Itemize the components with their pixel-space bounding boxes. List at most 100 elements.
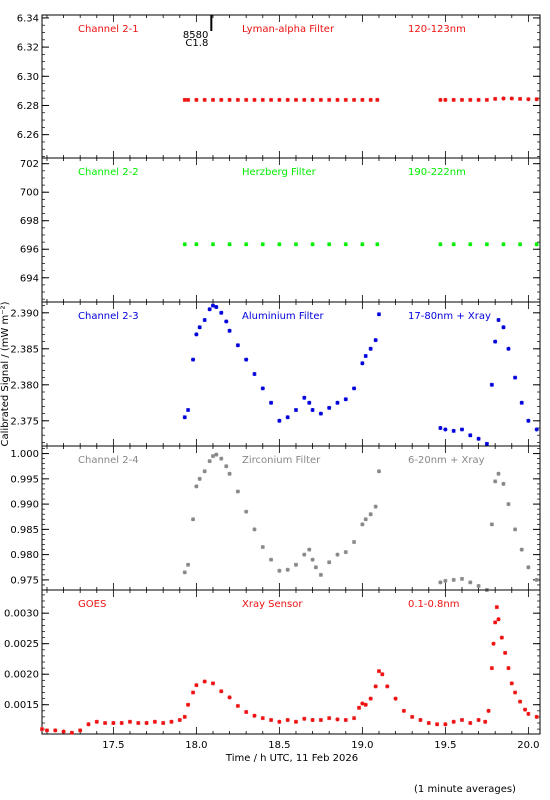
data-point [327, 97, 332, 102]
y-tick-label: 0.975 [10, 575, 39, 586]
channel-label: Channel 2-4 [78, 455, 139, 466]
data-point [103, 721, 108, 726]
data-point [327, 560, 332, 565]
data-point [518, 699, 523, 704]
data-point [277, 418, 282, 423]
data-point [410, 714, 415, 719]
channel-label: Channel 2-3 [78, 311, 139, 322]
y-tick-label: 2.380 [10, 380, 39, 391]
data-point [443, 578, 448, 583]
data-point [518, 96, 523, 101]
data-point [401, 708, 406, 713]
data-point [534, 97, 539, 102]
data-point [224, 319, 229, 324]
data-point [493, 96, 498, 101]
panel-frame [41, 157, 541, 303]
data-point [310, 717, 315, 722]
data-point [368, 512, 373, 517]
y-tick-label: 6.30 [17, 72, 39, 83]
data-point [443, 722, 448, 727]
data-point [343, 717, 348, 722]
data-point [219, 456, 224, 461]
data-point [197, 325, 202, 330]
data-point [224, 464, 229, 469]
data-point [182, 415, 187, 420]
filter-label: Herzberg Filter [242, 167, 317, 178]
data-point [244, 357, 249, 362]
data-point [293, 97, 298, 102]
footnote-averaging: (1 minute averages) [414, 784, 516, 795]
data-point [438, 97, 443, 102]
data-point [277, 719, 282, 724]
data-point [380, 672, 385, 677]
data-point [86, 722, 91, 727]
data-point [182, 242, 187, 247]
flare-marker-class: C1.8 [185, 38, 208, 49]
data-point [269, 400, 274, 405]
data-point [368, 346, 373, 351]
data-point [435, 722, 440, 727]
data-point [459, 427, 464, 432]
data-point [244, 242, 249, 247]
y-tick-label: 696 [20, 245, 39, 256]
data-point [177, 717, 182, 722]
data-point [373, 684, 378, 689]
data-point [484, 97, 489, 102]
data-point [534, 242, 539, 247]
x-tick-label: 18.5 [268, 740, 290, 751]
data-point [468, 433, 473, 438]
data-point [501, 481, 506, 486]
x-tick-label: 18.0 [185, 740, 207, 751]
data-point [360, 522, 365, 527]
chart-panels: 6.26 6.28 6.30 6.32 6.34 Channel 2-1 Lyman-alp… [4, 13, 541, 751]
data-point [327, 716, 332, 721]
y-tick-label: 0.0015 [4, 700, 39, 711]
filter-label: Xray Sensor [242, 599, 303, 610]
data-point [509, 681, 514, 686]
panel-channel-2-3: 2.375 2.380 2.385 2.390 Channel 2-3 Aluminium… [10, 301, 541, 447]
y-tick-label: 0.980 [10, 550, 39, 561]
data-point [310, 408, 315, 412]
y-tick-label: 6.34 [17, 13, 39, 24]
data-point [476, 583, 481, 588]
data-point [513, 690, 518, 695]
data-point [210, 454, 215, 459]
data-point [513, 375, 518, 380]
data-point [493, 339, 498, 344]
data-point [518, 242, 523, 247]
data-point [534, 427, 539, 432]
data-point [285, 97, 290, 102]
data-point [375, 97, 380, 102]
data-point [252, 97, 257, 102]
data-point [496, 617, 501, 622]
data-point [214, 452, 219, 457]
data-point [197, 476, 202, 481]
data-point [493, 479, 498, 484]
data-point [191, 517, 196, 522]
data-point [260, 386, 265, 391]
series-channel-2-2 [182, 242, 539, 247]
data-point [40, 727, 44, 732]
data-point [468, 721, 473, 726]
data-point [438, 426, 443, 430]
data-point [468, 97, 473, 102]
panel-frame [41, 14, 541, 159]
data-point [252, 527, 257, 532]
data-point [501, 325, 506, 330]
data-point [494, 605, 499, 610]
data-point [443, 427, 448, 432]
data-point [484, 242, 489, 247]
data-point [152, 719, 157, 724]
data-point [318, 572, 323, 577]
data-point [313, 565, 318, 570]
data-point [244, 97, 249, 102]
data-point [219, 97, 224, 102]
data-point [191, 690, 196, 695]
y-tick-label: 698 [20, 216, 39, 227]
data-point [210, 303, 215, 308]
data-point [202, 97, 207, 102]
data-point [327, 405, 332, 410]
data-point [227, 97, 232, 102]
data-point [260, 97, 265, 102]
